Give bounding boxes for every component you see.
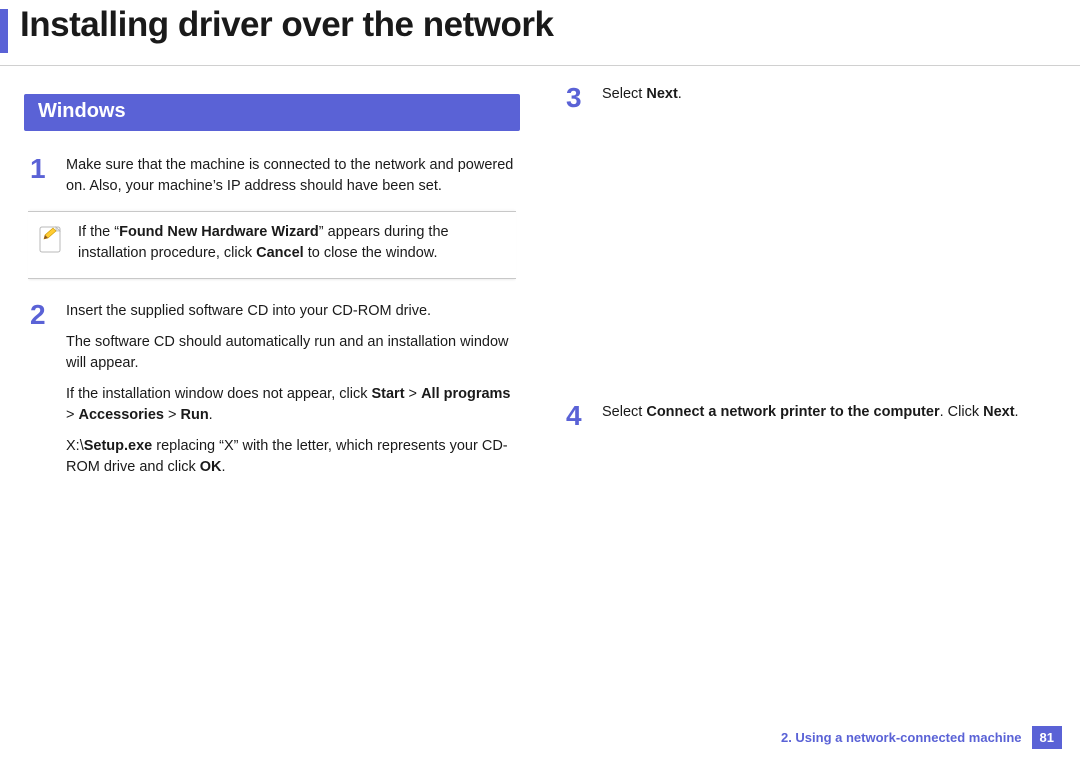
step-1: 1 Make sure that the machine is connecte…	[24, 155, 520, 197]
b: Run	[180, 407, 208, 423]
right-column: 3 Select Next. 4 Select Connect a networ…	[560, 94, 1056, 492]
note-text: If the “Found New Hardware Wizard” appea…	[78, 222, 506, 264]
step-3: 3 Select Next.	[560, 84, 1056, 112]
step-number: 4	[566, 402, 584, 430]
step-3-text: Select Next.	[602, 84, 682, 105]
t: >	[66, 407, 79, 423]
page-footer: 2. Using a network-connected machine 81	[781, 726, 1062, 749]
page-title: Installing driver over the network	[20, 5, 553, 45]
step-number: 1	[30, 155, 48, 183]
t: If the installation window does not appe…	[66, 386, 371, 402]
note-pre: If the “	[78, 224, 119, 240]
step-4: 4 Select Connect a network printer to th…	[560, 402, 1056, 430]
step-2-p2: The software CD should automatically run…	[66, 332, 514, 374]
step-2-p3: If the installation window does not appe…	[66, 384, 514, 426]
b: Accessories	[79, 407, 164, 423]
t: X:\	[66, 438, 84, 454]
t: Select	[602, 86, 646, 102]
step-body: Select Connect a network printer to the …	[602, 402, 1019, 423]
b: All programs	[421, 386, 510, 402]
b: OK	[200, 459, 222, 475]
note-bold-2: Cancel	[256, 245, 304, 261]
section-heading: Windows	[24, 94, 520, 131]
note-icon	[38, 224, 64, 254]
t: .	[222, 459, 226, 475]
t: .	[209, 407, 213, 423]
t: .	[678, 86, 682, 102]
note-bold-1: Found New Hardware Wizard	[119, 224, 319, 240]
title-accent-block	[0, 9, 8, 53]
step-body: Insert the supplied software CD into you…	[66, 301, 514, 478]
b: Start	[371, 386, 404, 402]
content-area: Windows 1 Make sure that the machine is …	[0, 66, 1080, 492]
step-body: Select Next.	[602, 84, 682, 105]
b: Next	[646, 86, 677, 102]
step-2-p4: X:\Setup.exe replacing “X” with the lett…	[66, 436, 514, 478]
t: Select	[602, 404, 646, 420]
t: .	[1015, 404, 1019, 420]
t: >	[164, 407, 181, 423]
step-number: 2	[30, 301, 48, 329]
step-body: Make sure that the machine is connected …	[66, 155, 514, 197]
step-2: 2 Insert the supplied software CD into y…	[24, 301, 520, 478]
step-2-p1: Insert the supplied software CD into you…	[66, 301, 514, 322]
b: Next	[983, 404, 1014, 420]
t: . Click	[940, 404, 984, 420]
step-number: 3	[566, 84, 584, 112]
note-box: If the “Found New Hardware Wizard” appea…	[28, 211, 516, 279]
title-bar: Installing driver over the network	[0, 0, 1080, 66]
footer-chapter: 2. Using a network-connected machine	[781, 730, 1022, 745]
step-4-text: Select Connect a network printer to the …	[602, 402, 1019, 423]
b: Setup.exe	[84, 438, 153, 454]
b: Connect a network printer to the compute…	[646, 404, 939, 420]
left-column: Windows 1 Make sure that the machine is …	[24, 94, 520, 492]
step-text: Make sure that the machine is connected …	[66, 155, 514, 197]
footer-page-number: 81	[1032, 726, 1062, 749]
t: >	[405, 386, 422, 402]
note-post: to close the window.	[304, 245, 438, 261]
